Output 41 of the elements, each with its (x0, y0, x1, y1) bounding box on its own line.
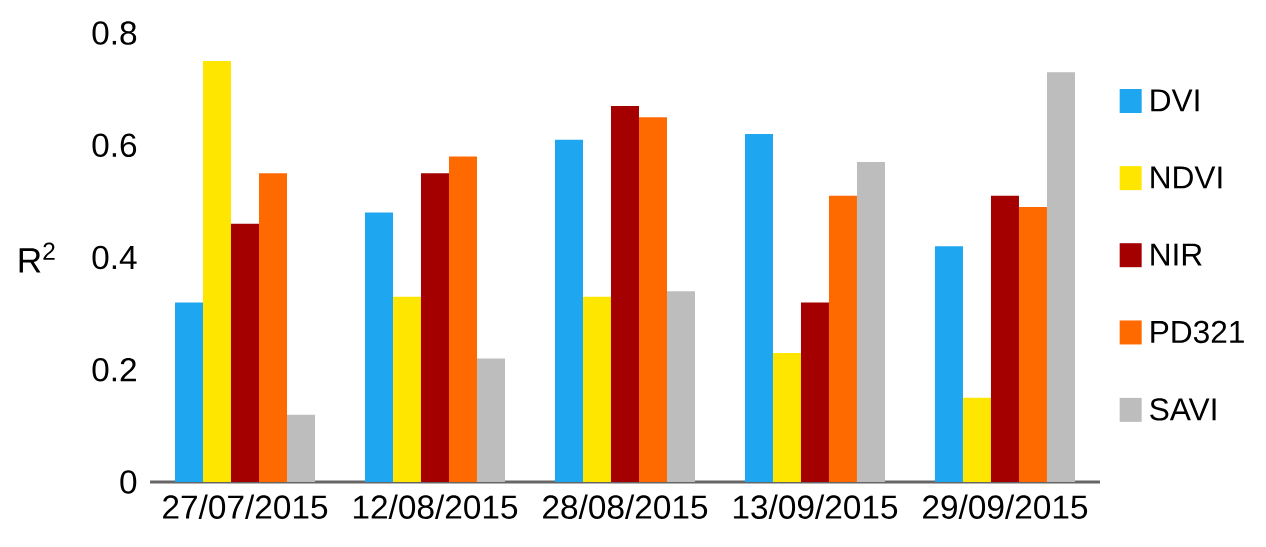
y-tick-label: 0.8 (92, 21, 137, 45)
bar (1018, 207, 1047, 483)
y-tick-label: 0.6 (92, 133, 137, 158)
legend-label: NIR (1151, 243, 1202, 266)
x-tick-label: 29/09/2015 (923, 494, 1088, 519)
bar (962, 397, 991, 483)
bar (1046, 72, 1075, 483)
bar (800, 302, 829, 483)
bar (287, 414, 316, 483)
x-tick-label: 27/07/2015 (163, 494, 328, 519)
y-tick-label: 0.2 (92, 357, 136, 382)
y-tick-label: 0.4 (92, 245, 137, 270)
bar (744, 134, 773, 483)
bar (203, 61, 232, 483)
bar (420, 173, 449, 483)
bar (856, 162, 885, 483)
bar (448, 156, 477, 483)
bar (259, 173, 288, 483)
bar (582, 296, 611, 483)
bar (393, 296, 421, 483)
bar (772, 352, 801, 483)
bar (365, 212, 393, 483)
bar (476, 358, 505, 483)
legend-label: NDVI (1151, 166, 1222, 189)
bar (638, 117, 667, 483)
legend-label: SAVI (1150, 398, 1216, 421)
bar (175, 302, 204, 483)
bar (828, 195, 857, 483)
bar (666, 291, 695, 483)
x-tick-label: 28/08/2015 (543, 494, 708, 519)
x-tick-label: 12/08/2015 (353, 494, 518, 519)
x-tick-label: 13/09/2015 (733, 494, 898, 519)
y-tick-label: 0 (120, 470, 137, 494)
legend-label: DVI (1151, 89, 1199, 112)
bar (231, 223, 260, 483)
bar (990, 195, 1019, 483)
legend-label: PD321 (1151, 320, 1244, 344)
y-axis-title: R$^{2}$ (19, 242, 55, 273)
bar (554, 139, 583, 483)
bar (934, 246, 963, 483)
bar (610, 106, 639, 483)
